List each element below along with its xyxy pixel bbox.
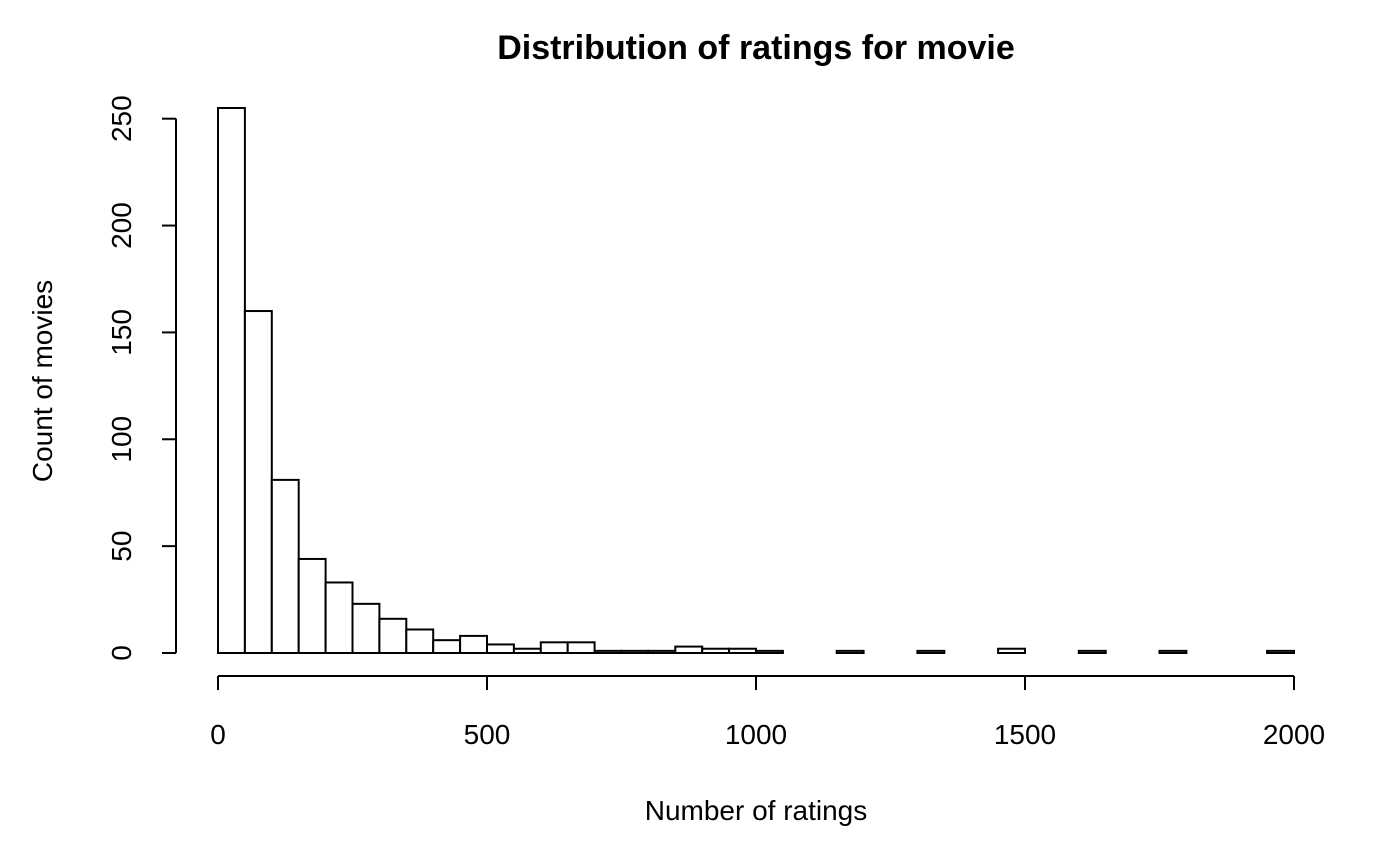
histogram-bar — [243, 310, 273, 654]
histogram-bar — [539, 641, 569, 654]
histogram-bar — [405, 628, 435, 654]
x-axis: 0 500 1000 1500 2000 — [210, 675, 1325, 750]
y-tick-label: 0 — [106, 645, 137, 661]
histogram-bar — [1266, 649, 1295, 654]
histogram-bar — [512, 647, 542, 654]
y-tick-label: 50 — [106, 531, 137, 562]
histogram-bar — [997, 647, 1026, 654]
histogram-bar — [593, 649, 623, 654]
histogram-bar — [217, 107, 246, 654]
chart-title: Distribution of ratings for movie — [497, 29, 1015, 67]
x-tick-label: 1500 — [994, 719, 1056, 750]
histogram-bar — [324, 581, 354, 654]
x-tick-label: 0 — [210, 719, 226, 750]
histogram-bar — [674, 645, 704, 655]
histogram-bar — [432, 639, 462, 654]
x-tick-label: 500 — [464, 719, 511, 750]
bars-group — [217, 107, 1295, 655]
histogram-bar — [1077, 649, 1107, 654]
histogram-bar — [835, 649, 865, 654]
histogram-bar — [297, 557, 327, 654]
y-tick-label: 200 — [106, 202, 137, 249]
y-tick-label: 150 — [106, 309, 137, 356]
histogram-bar — [755, 649, 784, 654]
histogram-bar — [378, 617, 408, 654]
histogram-bar — [620, 649, 650, 654]
histogram-bar — [566, 641, 596, 654]
x-tick-label: 1000 — [725, 719, 787, 750]
x-axis-label: Number of ratings — [645, 795, 868, 826]
histogram-bar — [728, 647, 757, 654]
histogram-bar — [351, 602, 381, 655]
y-tick-label: 100 — [106, 416, 137, 463]
histogram-bar — [270, 478, 300, 654]
histogram-bar — [647, 649, 677, 654]
x-tick-label: 2000 — [1263, 719, 1325, 750]
y-tick-label: 250 — [106, 95, 137, 142]
histogram-bar — [486, 643, 515, 655]
histogram-bar — [701, 647, 731, 654]
y-axis-label: Count of movies — [27, 280, 58, 482]
histogram-bar — [1158, 649, 1188, 654]
y-axis: 0 50 100 150 200 250 — [106, 95, 177, 661]
histogram-bar — [459, 634, 489, 655]
histogram-bar — [916, 649, 946, 654]
